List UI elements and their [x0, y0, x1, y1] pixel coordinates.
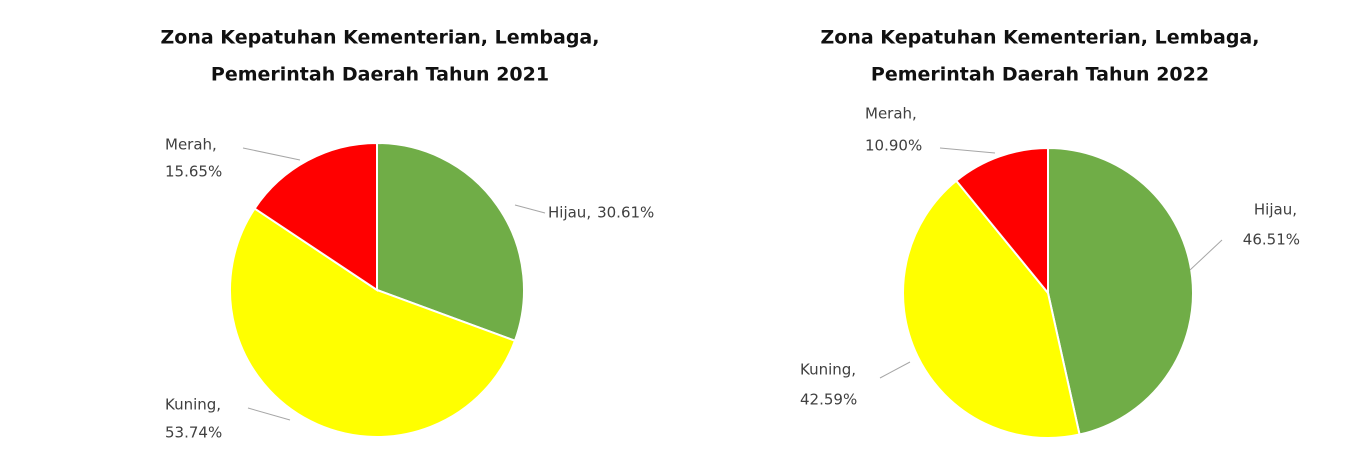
data-label-value: 10.90%: [865, 137, 922, 155]
pie-slice: [954, 146, 1049, 296]
data-label-category: Merah,: [865, 105, 917, 123]
data-label-value: 15.65%: [165, 163, 222, 181]
leader-line: [1189, 239, 1223, 271]
chart-title: Zona Kepatuhan Kementerian, Lembaga,: [161, 27, 600, 49]
leader-line: [242, 147, 301, 161]
leader-line: [939, 147, 996, 154]
pie-slice: [229, 207, 517, 438]
pie-slice: [902, 179, 1081, 439]
chart-title: Zona Kepatuhan Kementerian, Lembaga,: [821, 27, 1260, 49]
pie-slice: [1047, 146, 1194, 436]
data-label-value: 46.51%: [1243, 231, 1300, 249]
pie-slice: [376, 141, 525, 343]
chart-title: Pemerintah Daerah Tahun 2022: [871, 64, 1209, 86]
leader-line: [247, 407, 291, 421]
leader-line: [879, 361, 911, 379]
pie-slice: [253, 141, 378, 292]
data-label-value: 53.74%: [165, 424, 222, 442]
data-label-value: 42.59%: [800, 391, 857, 409]
data-label-value: 30.61%: [597, 204, 654, 222]
data-label-category: Hijau,: [548, 204, 591, 222]
data-label-category: Merah,: [165, 136, 217, 154]
data-label-category: Kuning,: [165, 396, 221, 414]
leader-line: [514, 204, 546, 214]
chart-title: Pemerintah Daerah Tahun 2021: [211, 64, 549, 86]
data-label-category: Hijau,: [1254, 201, 1297, 219]
data-label-category: Kuning,: [800, 361, 856, 379]
